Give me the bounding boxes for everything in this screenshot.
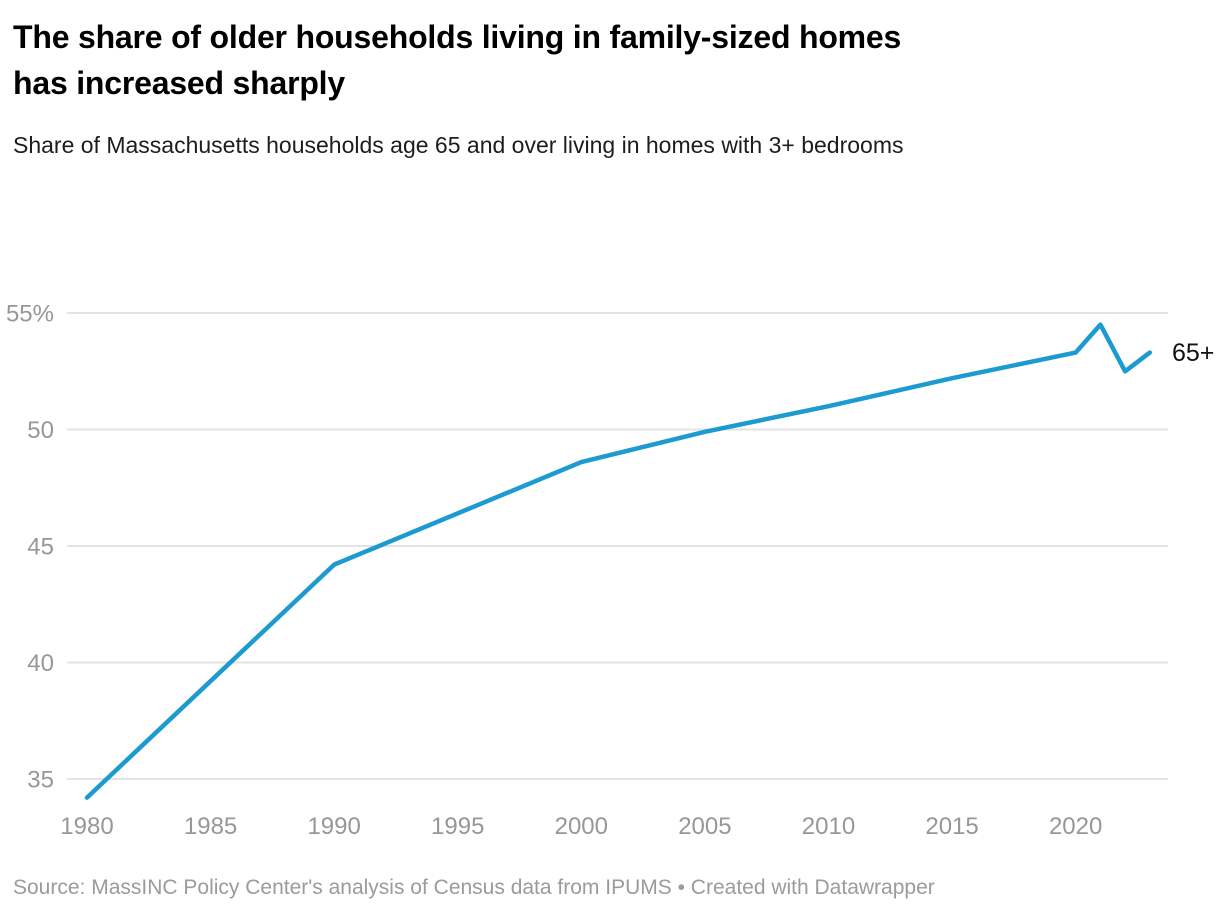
- footer-separator: •: [677, 876, 685, 899]
- source-text: Source: MassINC Policy Center's analysis…: [13, 876, 672, 899]
- chart-subtitle: Share of Massachusetts households age 65…: [13, 132, 904, 158]
- x-tick-label: 1990: [307, 813, 360, 840]
- x-tick-label: 2020: [1049, 813, 1102, 840]
- series-label-65plus: 65+: [1172, 339, 1214, 367]
- chart-footer: Source: MassINC Policy Center's analysis…: [13, 876, 1203, 900]
- data-line-65plus[interactable]: [84, 322, 1153, 800]
- x-tick-label: 2010: [802, 813, 855, 840]
- datawrapper-attribution-link[interactable]: Created with Datawrapper: [690, 876, 935, 899]
- y-tick-label: 40: [27, 650, 54, 677]
- x-tick-label: 2000: [555, 813, 608, 840]
- x-tick-label: 2005: [678, 813, 731, 840]
- y-axis-labels: 55% 50 45 40 35: [6, 301, 54, 794]
- chart-title: The share of older households living in …: [13, 14, 1203, 106]
- gridlines: [67, 312, 1168, 780]
- y-tick-label: 50: [27, 417, 54, 444]
- chart-title-line-1: The share of older households living in …: [13, 19, 902, 55]
- y-tick-label: 35: [27, 767, 54, 794]
- x-tick-label: 1995: [431, 813, 484, 840]
- x-tick-label: 1985: [184, 813, 237, 840]
- x-tick-label: 1980: [60, 813, 113, 840]
- x-tick-label: 2015: [925, 813, 978, 840]
- x-axis-labels: 1980 1985 1990 1995 2000 2005 2010 2015 2020: [60, 813, 1102, 840]
- y-tick-label: 55%: [6, 301, 54, 328]
- chart-title-line-2: has increased sharply: [13, 65, 345, 101]
- y-tick-label: 45: [27, 534, 54, 561]
